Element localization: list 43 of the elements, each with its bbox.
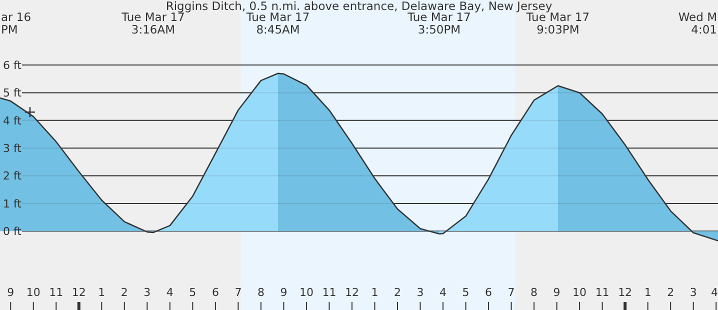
y-tick-label: 4 ft bbox=[3, 114, 22, 128]
y-tick-label: 6 ft bbox=[3, 58, 22, 72]
x-tick-label: 9 bbox=[280, 286, 288, 299]
x-tick-label: 4 bbox=[440, 286, 447, 299]
x-tick-label: 4 bbox=[711, 286, 718, 299]
chart-title: Riggins Ditch, 0.5 n.mi. above entrance, Delaware Bay, New Jersey bbox=[166, 0, 552, 13]
x-tick-label: 5 bbox=[462, 286, 470, 299]
x-tick-label: 2 bbox=[394, 286, 401, 299]
x-tick-label: 3 bbox=[416, 286, 424, 299]
y-tick-label: 2 ft bbox=[3, 170, 22, 183]
x-tick-label: 12 bbox=[72, 286, 86, 299]
x-tick-label: 5 bbox=[189, 286, 196, 299]
y-tick-label: 3 ft bbox=[3, 142, 22, 155]
x-tick-label: 12 bbox=[618, 286, 632, 299]
x2-tick-label: Tue Mar 17 8:45AM bbox=[245, 10, 310, 36]
y-tick-label: 1 ft bbox=[3, 197, 22, 210]
x-tick-label: 10 bbox=[299, 286, 314, 299]
x-tick-label: 7 bbox=[508, 286, 515, 299]
x-tick-label: 2 bbox=[667, 286, 674, 299]
x2-tick-label: Wed M 4:01 bbox=[678, 10, 717, 36]
x-tick-label: 9 bbox=[7, 286, 14, 299]
x-tick-label: 11 bbox=[322, 286, 336, 299]
x-tick-label: 1 bbox=[644, 286, 652, 299]
x-tick-label: 6 bbox=[485, 286, 492, 299]
x-tick-label: 1 bbox=[371, 286, 378, 299]
x-tick-label: 11 bbox=[595, 286, 610, 299]
x-tick-label: 10 bbox=[572, 286, 587, 299]
x-tick-label: 8 bbox=[530, 286, 538, 299]
x-tick-label: 9 bbox=[553, 286, 560, 299]
x-tick-label: 10 bbox=[26, 286, 40, 299]
x-tick-label: 8 bbox=[257, 286, 264, 299]
x2-tick-label: ar 16 PM bbox=[1, 10, 32, 36]
x-tick-label: 7 bbox=[234, 286, 242, 299]
x-tick-label: 4 bbox=[166, 286, 174, 299]
x-tick-label: 6 bbox=[212, 286, 219, 299]
x2-tick-label: Tue Mar 17 3:50PM bbox=[406, 10, 471, 36]
x-tick-label: 1 bbox=[98, 286, 106, 299]
x-tick-label: 3 bbox=[144, 286, 151, 299]
y-tick-label: 5 ft bbox=[3, 86, 22, 100]
x-tick-label: 3 bbox=[690, 286, 697, 299]
x-tick-label: 12 bbox=[344, 286, 359, 299]
x-tick-label: 2 bbox=[120, 286, 128, 299]
x-tick-label: 11 bbox=[49, 286, 64, 299]
